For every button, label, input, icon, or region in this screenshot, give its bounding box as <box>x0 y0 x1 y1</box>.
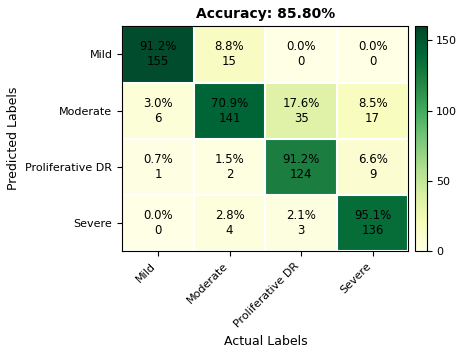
Text: 8.8%
15: 8.8% 15 <box>215 40 245 69</box>
X-axis label: Actual Labels: Actual Labels <box>224 335 307 348</box>
Text: 0.0%
0: 0.0% 0 <box>358 40 387 69</box>
Text: 91.2%
155: 91.2% 155 <box>139 40 177 69</box>
Text: 8.5%
17: 8.5% 17 <box>358 97 387 125</box>
Title: Accuracy: 85.80%: Accuracy: 85.80% <box>196 7 335 21</box>
Text: 95.1%
136: 95.1% 136 <box>354 209 391 237</box>
Text: 3.0%
6: 3.0% 6 <box>143 97 173 125</box>
Text: 91.2%
124: 91.2% 124 <box>283 153 320 181</box>
Text: 0.0%
0: 0.0% 0 <box>143 209 173 237</box>
Text: 1.5%
2: 1.5% 2 <box>215 153 245 181</box>
Text: 0.7%
1: 0.7% 1 <box>143 153 173 181</box>
Text: 6.6%
9: 6.6% 9 <box>358 153 388 181</box>
Text: 17.6%
35: 17.6% 35 <box>283 97 320 125</box>
Text: 2.1%
3: 2.1% 3 <box>286 209 316 237</box>
Text: 2.8%
4: 2.8% 4 <box>215 209 245 237</box>
Text: 0.0%
0: 0.0% 0 <box>286 40 316 69</box>
Text: 70.9%
141: 70.9% 141 <box>211 97 248 125</box>
Y-axis label: Predicted Labels: Predicted Labels <box>7 87 20 190</box>
